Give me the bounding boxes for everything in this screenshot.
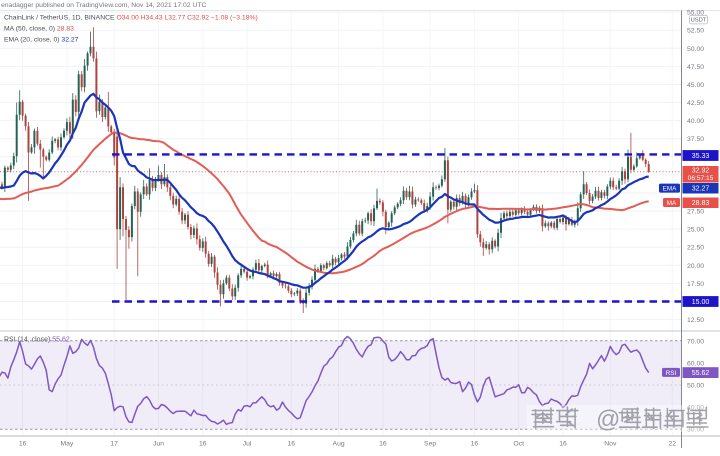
- svg-text:70.00: 70.00: [687, 338, 704, 345]
- svg-text:Nov: Nov: [604, 441, 617, 448]
- svg-text:16: 16: [288, 441, 296, 448]
- svg-text:30.00: 30.00: [687, 427, 704, 434]
- svg-text:Aug: Aug: [333, 441, 345, 448]
- svg-text:May: May: [60, 441, 73, 448]
- svg-text:28.83: 28.83: [692, 200, 710, 207]
- svg-text:Jun: Jun: [153, 441, 164, 448]
- svg-text:42.50: 42.50: [687, 100, 704, 107]
- svg-text:USDT: USDT: [691, 18, 707, 24]
- svg-text:32.92: 32.92: [692, 168, 710, 175]
- svg-text:Oct: Oct: [513, 441, 524, 448]
- svg-text:47.50: 47.50: [687, 64, 704, 71]
- svg-text:32.27: 32.27: [692, 186, 710, 193]
- svg-text:35.33: 35.33: [692, 153, 710, 160]
- svg-text:16: 16: [199, 441, 207, 448]
- svg-text:50.00: 50.00: [687, 46, 704, 53]
- svg-text:52.50: 52.50: [687, 28, 704, 35]
- svg-text:55.00: 55.00: [687, 10, 704, 17]
- svg-text:Sep: Sep: [424, 441, 436, 448]
- svg-text:EMA: EMA: [663, 186, 677, 193]
- svg-text:16: 16: [559, 441, 567, 448]
- svg-text:22.50: 22.50: [687, 245, 704, 252]
- svg-text:RSI (14, close) 55.62: RSI (14, close) 55.62: [4, 337, 70, 344]
- svg-text:17.50: 17.50: [687, 281, 704, 288]
- svg-text:Jul: Jul: [243, 441, 252, 448]
- svg-text:20.00: 20.00: [687, 263, 704, 270]
- svg-text:55.62: 55.62: [692, 370, 710, 377]
- svg-text:enadagger published on Trading: enadagger published on TradingView.com, …: [1, 2, 207, 9]
- svg-text:50.00: 50.00: [687, 383, 704, 390]
- svg-text:25.00: 25.00: [687, 227, 704, 234]
- svg-text:40.00: 40.00: [687, 118, 704, 125]
- svg-text:RSI: RSI: [666, 370, 677, 377]
- svg-text:37.50: 37.50: [687, 136, 704, 143]
- svg-text:17: 17: [110, 441, 118, 448]
- svg-text:16: 16: [19, 441, 27, 448]
- svg-text:60.00: 60.00: [687, 360, 704, 367]
- svg-text:MA (50, close, 0) 28.83: MA (50, close, 0) 28.83: [4, 26, 74, 33]
- svg-text:@: @: [596, 406, 620, 433]
- svg-text:12.50: 12.50: [687, 317, 704, 324]
- svg-text:27.50: 27.50: [687, 209, 704, 216]
- svg-text:22: 22: [669, 441, 677, 448]
- svg-text:16: 16: [379, 441, 387, 448]
- svg-text:45.00: 45.00: [687, 82, 704, 89]
- svg-text:EMA (20, close, 0) 32.27: EMA (20, close, 0) 32.27: [4, 37, 79, 44]
- svg-text:06:57:15: 06:57:15: [688, 175, 714, 182]
- svg-text:40.00: 40.00: [687, 405, 704, 412]
- svg-text:MA: MA: [667, 200, 677, 207]
- svg-text:ChainLink / TetherUS, 1D, BINA: ChainLink / TetherUS, 1D, BINANCE O34.00…: [4, 15, 258, 22]
- svg-text:16: 16: [471, 441, 479, 448]
- svg-text:15.00: 15.00: [692, 299, 710, 306]
